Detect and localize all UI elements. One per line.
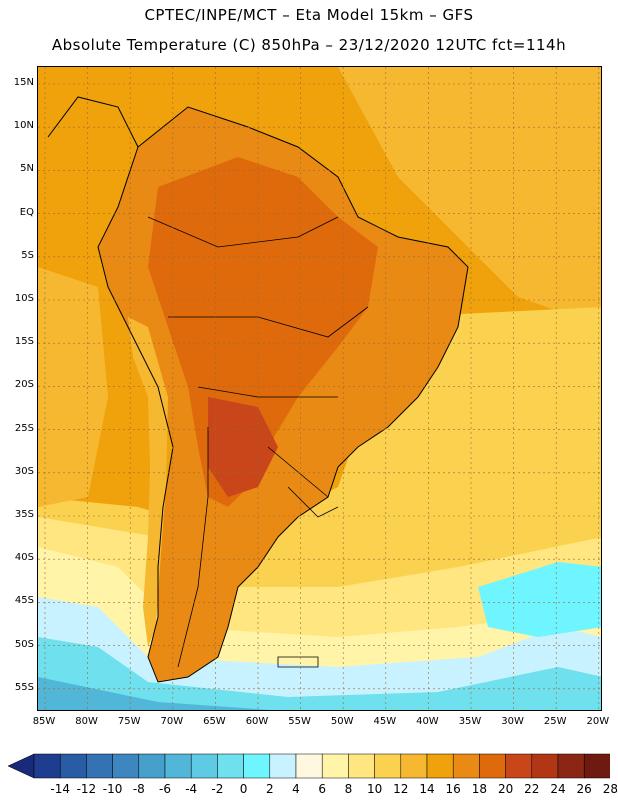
colorbar-tick-label: 14 xyxy=(419,782,435,796)
country-border xyxy=(168,306,369,338)
latitude-label: 10S xyxy=(14,293,34,304)
longitude-label: 25W xyxy=(543,716,567,727)
colorbar-tick-label: -2 xyxy=(211,782,224,796)
colorbar-tick-label: -6 xyxy=(159,782,171,796)
colorbar-segment xyxy=(112,753,140,779)
country-border xyxy=(287,486,339,518)
pacific-field xyxy=(38,267,108,507)
colorbar-segment xyxy=(426,753,454,779)
colorbar-tick-label: -4 xyxy=(185,782,198,796)
colorbar-segment xyxy=(138,753,166,779)
map-title-line2: Absolute Temperature (C) 850hPa – 23/12/… xyxy=(51,36,567,54)
colorbar-tick-label: -8 xyxy=(132,782,145,796)
colorbar-tick-label: 20 xyxy=(497,782,514,796)
latitude-label: 55S xyxy=(14,681,34,693)
colorbar-tick-label: -10 xyxy=(102,782,123,796)
colorbar xyxy=(8,753,610,779)
latitude-label: 30S xyxy=(14,465,34,477)
latitude-label: 35S xyxy=(14,509,34,520)
colorbar-segment xyxy=(217,753,244,779)
colorbar-segment xyxy=(164,753,192,779)
colorbar-left-arrow xyxy=(8,753,35,779)
colorbar-segment xyxy=(86,753,113,779)
longitude-label: 70W xyxy=(160,716,184,727)
falkland-islands xyxy=(277,656,319,668)
latitude-label: 45S xyxy=(14,595,34,607)
longitude-label: 30W xyxy=(501,716,524,727)
colorbar-segment xyxy=(374,753,402,779)
latitude-label: 5N xyxy=(20,163,34,175)
colorbar-tick-label: -12 xyxy=(76,782,97,796)
very-hot-zone xyxy=(208,397,278,497)
colorbar-segment xyxy=(583,753,610,779)
colorbar-segment xyxy=(243,753,271,779)
map-title-line1: CPTEC/INPE/MCT – Eta Model 15km – GFS xyxy=(144,6,474,24)
latitude-label: 20S xyxy=(14,379,34,391)
latitude-label: EQ xyxy=(19,206,34,218)
longitude-label: 60W xyxy=(245,716,269,727)
graticule xyxy=(38,67,601,710)
colorbar-tick-label: 6 xyxy=(318,782,326,796)
colorbar-segment xyxy=(479,753,506,779)
southwest-cold-pocket xyxy=(478,562,601,637)
north-atlantic-field xyxy=(338,67,601,327)
country-border xyxy=(177,427,209,668)
map-canvas xyxy=(38,67,601,710)
colorbar-segment xyxy=(269,753,297,779)
colorbar-tick-label: 0 xyxy=(239,782,248,796)
latitude-label: 15N xyxy=(13,77,34,88)
colorbar-segment xyxy=(321,753,349,779)
colorbar-segment xyxy=(295,753,323,779)
coastline xyxy=(97,106,469,683)
longitude-label: 80W xyxy=(75,716,98,727)
latitude-label: 10N xyxy=(13,120,34,132)
hot-interior-zone xyxy=(148,157,378,507)
colorbar-tick-label: 4 xyxy=(292,782,300,796)
longitude-label: 55W xyxy=(288,716,311,727)
colorbar-tick-label: 26 xyxy=(576,782,592,796)
colorbar-segment xyxy=(531,753,559,779)
colorbar-tick-label: 22 xyxy=(524,782,540,796)
colorbar-segment xyxy=(557,753,585,779)
colorbar-segment xyxy=(33,753,61,779)
southern-field-5 xyxy=(38,677,270,710)
colorbar-segment xyxy=(452,753,480,779)
latitude-label: 15S xyxy=(14,336,34,348)
latitude-label: 5S xyxy=(21,249,34,261)
colorbar-tick-label: -14 xyxy=(50,782,70,796)
colorbar-tick-label: 18 xyxy=(471,782,488,796)
longitude-label: 85W xyxy=(32,716,56,727)
colorbar-segment xyxy=(59,753,87,779)
colorbar-segment xyxy=(190,753,218,779)
longitude-label: 40W xyxy=(416,716,439,727)
latitude-label: 40S xyxy=(14,552,34,564)
southern-field-4 xyxy=(38,637,601,710)
colorbar-segment xyxy=(400,753,428,779)
colorbar-segment xyxy=(505,753,533,779)
colorbar-tick-label: 12 xyxy=(393,782,409,796)
temperature-map xyxy=(37,66,602,711)
colorbar-segment xyxy=(348,753,375,779)
longitude-label: 20W xyxy=(586,716,610,727)
colorbar-tick-label: 8 xyxy=(344,782,353,796)
longitude-label: 50W xyxy=(330,716,354,727)
longitude-label: 35W xyxy=(458,716,482,727)
southern-field-3 xyxy=(38,597,601,710)
colorbar-tick-label: 16 xyxy=(445,782,461,796)
longitude-label: 65W xyxy=(203,716,226,727)
colorbar-tick-label: 28 xyxy=(602,782,618,796)
colorbar-tick-label: 24 xyxy=(550,782,566,796)
colorbar-tick-label: 10 xyxy=(366,782,383,796)
longitude-label: 75W xyxy=(117,716,141,727)
colorbar-tick-label: 2 xyxy=(265,782,274,796)
latitude-label: 50S xyxy=(14,638,34,650)
country-border xyxy=(197,386,338,398)
country-border xyxy=(267,446,329,498)
latitude-label: 25S xyxy=(14,422,34,434)
longitude-label: 45W xyxy=(373,716,397,727)
